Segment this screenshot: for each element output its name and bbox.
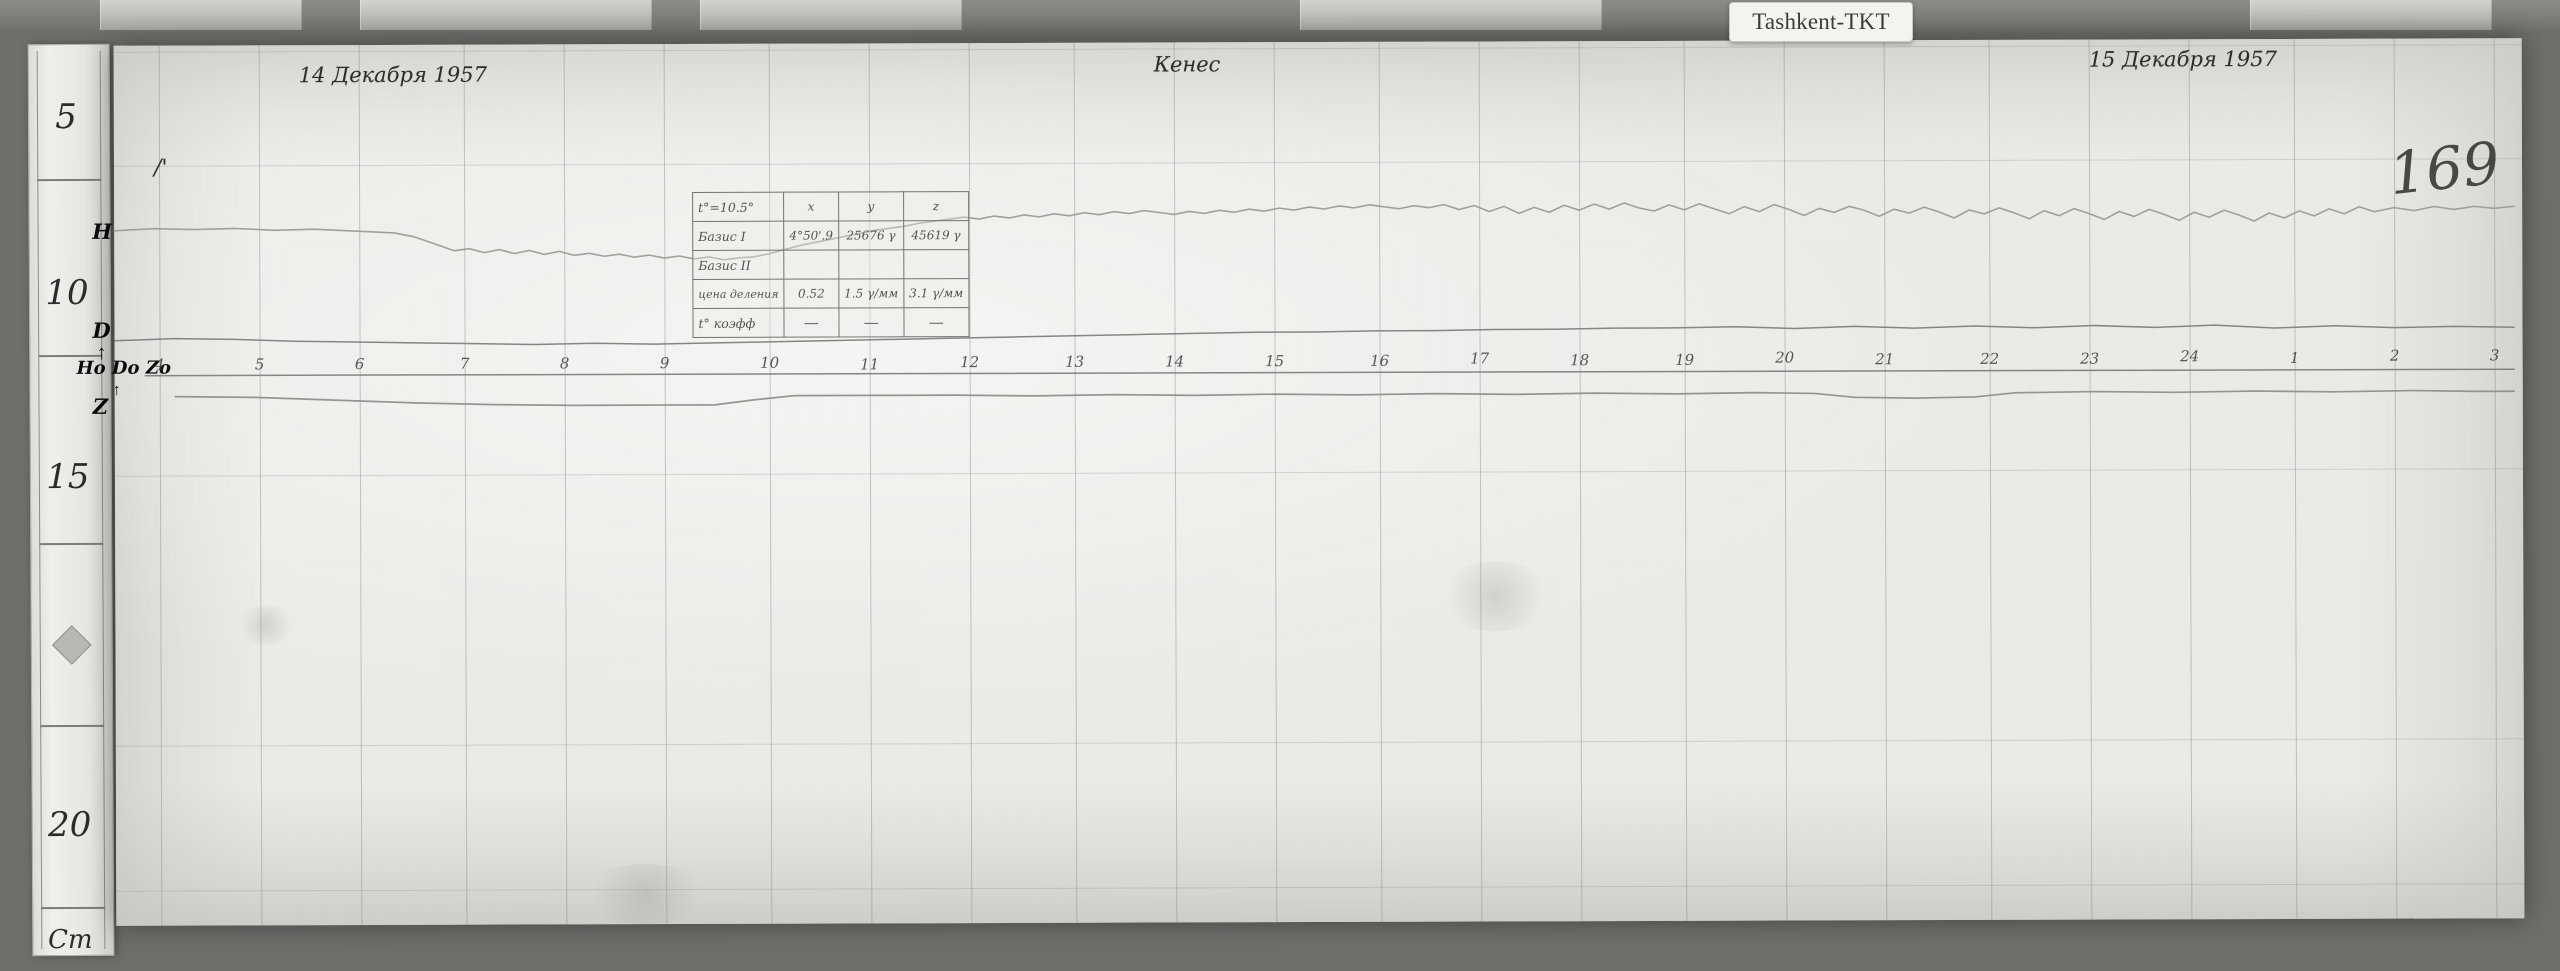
hour-tick-3: 3 bbox=[2489, 346, 2500, 365]
hour-tick-13: 13 bbox=[1065, 352, 1085, 371]
date-annotation-left: 14 Декабря 1957 bbox=[298, 62, 488, 88]
basis1-y: 25676 γ bbox=[838, 220, 904, 251]
ruler-mark-20: 20 bbox=[47, 804, 92, 846]
date-annotation-right: 15 Декабря 1957 bbox=[2088, 46, 2277, 72]
hour-tick-9: 9 bbox=[659, 354, 670, 373]
tempcoeff-x: — bbox=[784, 308, 839, 338]
row-label-temp-coeff: t° коэфф bbox=[692, 308, 785, 338]
basis1-z: 45619 γ bbox=[903, 220, 969, 250]
ruler-unit-label: Cm bbox=[47, 924, 93, 956]
row-label-scale-value: цена деления bbox=[692, 279, 785, 309]
magnetogram-sheet: H D ↑ Ho Do Zo ↑ Z 4 5 6 7 8 9 10 11 12 … bbox=[77, 38, 2525, 926]
hour-tick-16: 16 bbox=[1370, 351, 1390, 370]
axis-label-h: H bbox=[92, 218, 113, 244]
scale-z: 3.1 γ/мм bbox=[903, 278, 969, 308]
tape-piece bbox=[100, 0, 302, 30]
hour-tick-17: 17 bbox=[1470, 349, 1490, 368]
row-label-basis-2: Базис II bbox=[692, 250, 784, 280]
hour-tick-14: 14 bbox=[1165, 352, 1185, 371]
hour-tick-5: 5 bbox=[254, 355, 265, 374]
station-label-tag: Tashkent-TKT bbox=[1729, 2, 1913, 42]
header-z: z bbox=[903, 191, 969, 221]
basis2-y bbox=[838, 249, 904, 280]
trace-h bbox=[113, 202, 2515, 261]
ruler-mark-10: 10 bbox=[45, 272, 89, 314]
page-number: 169 bbox=[2385, 128, 2504, 209]
pen-stroke-mark: /' bbox=[153, 155, 168, 181]
trace-bottom-rule bbox=[175, 512, 2505, 523]
hour-tick-19: 19 bbox=[1675, 350, 1695, 369]
axis-label-z: Z bbox=[92, 393, 109, 419]
tape-piece bbox=[700, 0, 962, 30]
tape-piece bbox=[360, 0, 652, 30]
hour-tick-7: 7 bbox=[459, 354, 470, 373]
tape-piece bbox=[1300, 0, 1602, 30]
hour-tick-8: 8 bbox=[559, 354, 570, 373]
table-row: цена деления 0.52 1.5 γ/мм 3.1 γ/мм bbox=[692, 278, 969, 309]
header-x: x bbox=[783, 192, 839, 222]
hour-tick-23: 23 bbox=[2080, 349, 2100, 368]
tempcoeff-z: — bbox=[903, 307, 969, 337]
table-row: Базис I 4°50'.9 25676 γ 45619 γ bbox=[692, 220, 969, 251]
trace-baseline-reference bbox=[144, 368, 2515, 377]
calibration-table: t°=10.5° x y z Базис I 4°50'.9 25676 γ 4… bbox=[692, 191, 970, 338]
hour-tick-22: 22 bbox=[1980, 349, 2000, 368]
trace-z bbox=[174, 389, 2515, 407]
table-row: t° коэфф — — — bbox=[692, 307, 969, 338]
header-y: y bbox=[838, 191, 904, 222]
up-arrow-icon: ↑ bbox=[112, 381, 121, 399]
hour-tick-15: 15 bbox=[1265, 352, 1285, 371]
ruler-mark-5: 5 bbox=[55, 96, 77, 138]
table-row: Базис II bbox=[692, 249, 969, 280]
hour-tick-21: 21 bbox=[1875, 350, 1895, 369]
basis2-x bbox=[783, 250, 839, 280]
hour-tick-24: 24 bbox=[2180, 347, 2200, 366]
hour-tick-18: 18 bbox=[1570, 351, 1590, 370]
header-temperature: t°=10.5° bbox=[692, 192, 784, 222]
center-note: Кенес bbox=[1153, 52, 1221, 77]
row-label-basis-1: Базис I bbox=[692, 221, 784, 251]
scale-y: 1.5 γ/мм bbox=[838, 278, 904, 309]
station-label-text: Tashkent-TKT bbox=[1752, 9, 1890, 34]
hour-tick-2: 2 bbox=[2389, 346, 2400, 365]
hour-tick-4: 4 bbox=[154, 355, 165, 374]
hour-tick-12: 12 bbox=[960, 353, 980, 372]
table-header-row: t°=10.5° x y z bbox=[692, 191, 969, 222]
hour-tick-10: 10 bbox=[760, 353, 780, 372]
trace-layer bbox=[113, 202, 2515, 523]
tempcoeff-y: — bbox=[838, 307, 904, 338]
ruler-mark-15: 15 bbox=[46, 456, 90, 498]
basis1-x: 4°50'.9 bbox=[783, 221, 839, 251]
hour-tick-20: 20 bbox=[1775, 348, 1795, 367]
trace-d bbox=[114, 324, 2515, 346]
basis2-z bbox=[903, 249, 969, 279]
tape-piece bbox=[2250, 0, 2492, 30]
hour-tick-11: 11 bbox=[860, 355, 880, 374]
measuring-ruler: 5 10 15 20 Cm bbox=[27, 43, 115, 957]
axis-label-d: D bbox=[92, 317, 111, 343]
hour-tick-6: 6 bbox=[354, 354, 365, 374]
scale-x: 0.52 bbox=[783, 279, 839, 309]
hour-tick-1: 1 bbox=[2289, 348, 2300, 367]
